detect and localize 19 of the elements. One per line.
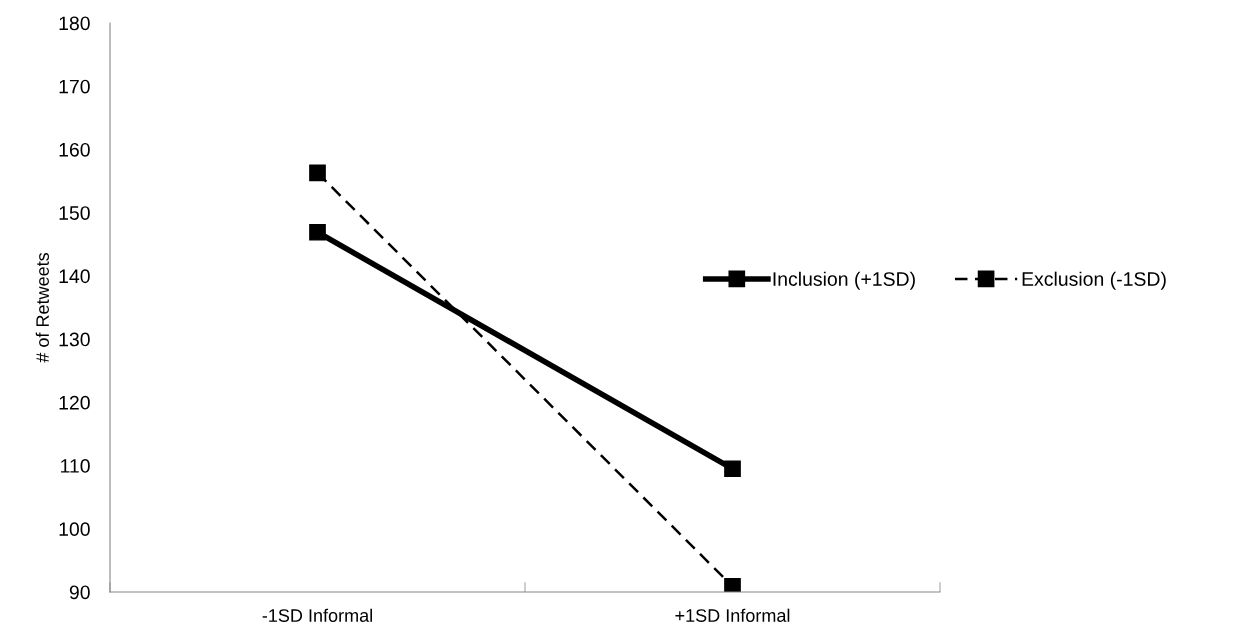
legend-label: Exclusion (-1SD) — [1022, 271, 1166, 290]
y-tick-label: 180 — [59, 16, 90, 31]
y-tick-label: 160 — [59, 142, 90, 157]
point — [309, 164, 326, 182]
y-tick-label: 90 — [69, 585, 90, 600]
y-tick-label: 130 — [59, 332, 90, 347]
point — [724, 460, 741, 478]
x-tick-label: -1SD Informal — [262, 608, 372, 622]
y-tick-label: 110 — [61, 459, 90, 473]
y-tick-label: 100 — [59, 522, 90, 537]
y-tick-label: 120 — [59, 395, 90, 410]
point — [724, 577, 741, 592]
y-tick-label: 170 — [59, 79, 90, 94]
point — [309, 223, 326, 241]
legend-label: Inclusion (+1SD) — [773, 271, 915, 290]
y-tick-label: 150 — [59, 206, 90, 220]
y-axis-title: # of Retweets — [35, 252, 49, 363]
y-tick-label: 140 — [59, 269, 90, 284]
x-tick-label: +1SD Informal — [675, 608, 790, 622]
